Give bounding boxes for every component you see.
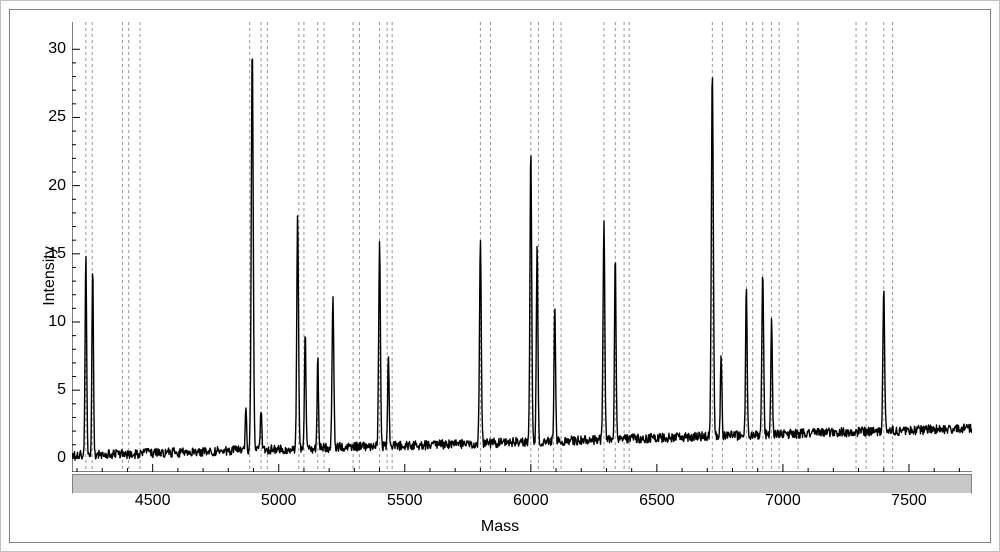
y-tick-label: 30 [48,40,66,58]
y-tick-label: 10 [48,313,66,331]
y-tick-label: 0 [57,449,66,467]
x-tick-label: 6500 [639,492,675,510]
y-tick-label: 15 [48,245,66,263]
y-tick-label: 5 [57,381,66,399]
x-axis-label: Mass [481,518,519,536]
x-tick-label: 7500 [891,492,927,510]
window-frame: Intensity Mass 0510152025304500500055006… [0,0,1000,552]
plot-area: 0510152025304500500055006000650070007500 [72,22,972,472]
x-tick-label: 5500 [387,492,423,510]
x-scrollbar[interactable] [72,474,972,494]
y-tick-label: 20 [48,177,66,195]
x-tick-label: 5000 [261,492,297,510]
x-tick-label: 4500 [135,492,171,510]
x-tick-label: 6000 [513,492,549,510]
chart-frame: Intensity Mass 0510152025304500500055006… [9,9,991,543]
y-tick-label: 25 [48,108,66,126]
spectrum-svg [72,22,972,472]
x-tick-label: 7000 [765,492,801,510]
